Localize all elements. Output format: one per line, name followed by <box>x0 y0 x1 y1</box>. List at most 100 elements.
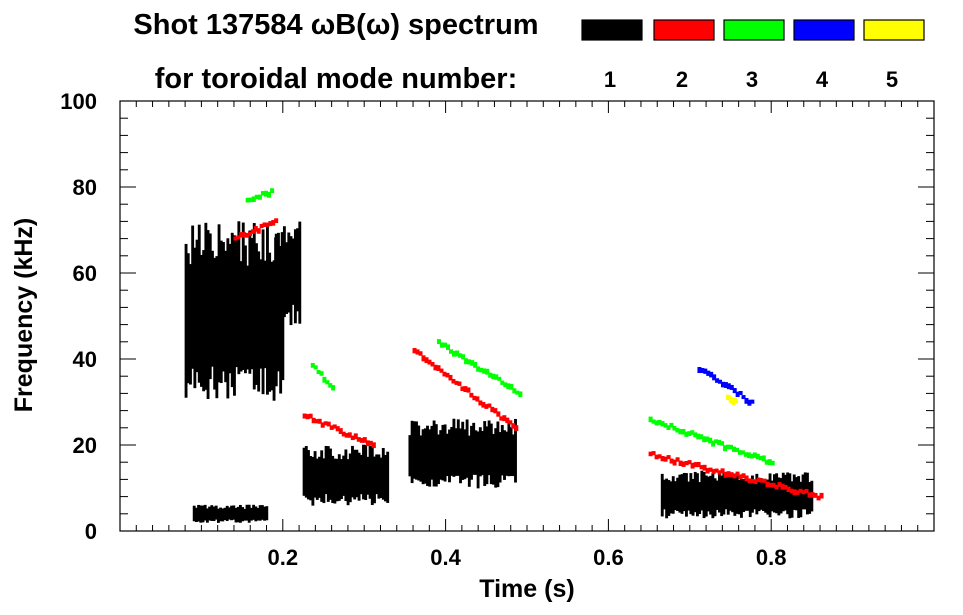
spectral-band-column <box>487 420 491 476</box>
spectral-band-column <box>289 236 293 326</box>
spectral-band-column <box>230 232 234 388</box>
series-n2 <box>233 218 824 501</box>
spectral-band-column <box>287 232 291 313</box>
spectral-band-column <box>249 507 253 521</box>
spectral-band-column <box>261 229 265 395</box>
spectral-band-column <box>489 423 493 485</box>
spectral-band-column <box>353 449 357 500</box>
mode-trace-dot <box>663 456 668 462</box>
spectral-band-column <box>364 444 368 501</box>
spectral-band-column <box>189 264 192 385</box>
spectral-band-column <box>498 432 502 483</box>
mode-trace-dot <box>430 361 435 367</box>
spectral-band-column <box>263 506 267 521</box>
spectral-band-column <box>270 261 274 391</box>
spectral-band-column <box>245 504 249 521</box>
spectral-band-column <box>208 233 212 380</box>
spectral-band-column <box>478 427 482 477</box>
spectral-band-column <box>461 421 465 480</box>
spectral-band-column <box>386 451 390 503</box>
spectral-band-column <box>514 418 517 483</box>
spectral-band-column <box>259 259 263 369</box>
spectral-band-column <box>439 430 443 480</box>
spectral-band-column <box>483 421 487 486</box>
mode-trace-dot <box>439 368 444 373</box>
mode-trace-dot <box>319 371 324 376</box>
mode-trace-dot <box>274 218 279 224</box>
legend-label-5: 5 <box>886 67 898 92</box>
mode-trace-dot <box>436 365 441 371</box>
spectral-band-column <box>355 449 359 498</box>
spectral-band-column <box>428 429 432 487</box>
spectral-band-column <box>762 479 765 511</box>
legend-swatch-5 <box>863 19 925 41</box>
mode-trace-dot <box>466 387 471 393</box>
mode-trace-dot <box>448 374 453 381</box>
mode-trace-dot <box>256 228 261 234</box>
spectral-band-column <box>808 482 812 514</box>
spectral-band-column <box>700 470 704 511</box>
mode-trace-dot <box>270 188 275 194</box>
spectral-band-column <box>492 433 495 485</box>
x-tick-label: 0.6 <box>593 545 624 570</box>
series-n3 <box>245 188 775 466</box>
mode-trace-dot <box>744 475 749 482</box>
x-tick-label: 0.2 <box>268 545 299 570</box>
mode-trace-dot <box>508 420 513 425</box>
spectral-band-column <box>759 478 763 510</box>
spectral-band-column <box>344 449 348 502</box>
spectral-band-column <box>280 232 284 312</box>
y-tick-label: 80 <box>73 175 97 200</box>
legend-swatch-4 <box>793 19 855 41</box>
spectral-band-column <box>252 504 256 520</box>
spectral-band-column <box>682 472 686 512</box>
spectral-band-column <box>742 479 746 513</box>
mode-trace-dot <box>331 385 336 391</box>
spectral-band-column <box>470 425 473 480</box>
x-axis-label: Time (s) <box>479 575 574 603</box>
spectral-band-column <box>722 472 726 515</box>
mode-trace-dot <box>672 459 677 466</box>
mode-trace-dot <box>651 451 656 456</box>
mode-trace-dot <box>741 395 746 400</box>
spectral-band-column <box>223 507 227 521</box>
mode-trace-dot <box>353 433 358 440</box>
spectral-band-column <box>665 478 669 519</box>
spectral-band-column <box>421 429 425 485</box>
spectral-band-column <box>740 479 743 518</box>
spectral-band-column <box>505 431 509 476</box>
legend-label-3: 3 <box>746 67 758 92</box>
mode-trace-dot <box>325 380 330 385</box>
spectral-band-column <box>311 456 315 506</box>
spectral-band-column <box>456 419 460 476</box>
series-n1 <box>184 221 814 523</box>
spectral-band-column <box>233 235 236 396</box>
spectral-band-column <box>255 243 258 385</box>
spectral-band-column <box>244 245 247 374</box>
spectral-band-column <box>481 430 484 476</box>
spectral-band-column <box>201 505 205 523</box>
legend-label-4: 4 <box>816 67 829 92</box>
spectral-band-column <box>410 420 414 484</box>
spectral-band-column <box>221 508 225 522</box>
spectral-band-column <box>731 475 735 513</box>
mode-trace-dot <box>804 488 809 494</box>
spectral-band-column <box>258 505 262 521</box>
spectral-band-column <box>278 246 282 322</box>
spectral-band-column <box>204 222 208 390</box>
spectral-band-column <box>799 481 803 518</box>
spectral-band-column <box>263 260 267 369</box>
spectral-band-column <box>472 422 476 475</box>
spectral-band-column <box>199 505 203 523</box>
spectral-band-column <box>268 252 272 392</box>
spectral-band-column <box>250 237 254 370</box>
spectral-band-column <box>724 474 728 510</box>
spectral-band-column <box>733 476 737 516</box>
spectral-band-column <box>227 507 231 520</box>
mode-trace-dot <box>735 471 740 477</box>
y-axis-label: Frequency (kHz) <box>10 218 38 412</box>
y-tick-label: 20 <box>73 433 97 458</box>
mode-trace-dot <box>666 455 671 460</box>
spectral-band-column <box>423 428 427 484</box>
spectral-band-column <box>296 228 300 312</box>
